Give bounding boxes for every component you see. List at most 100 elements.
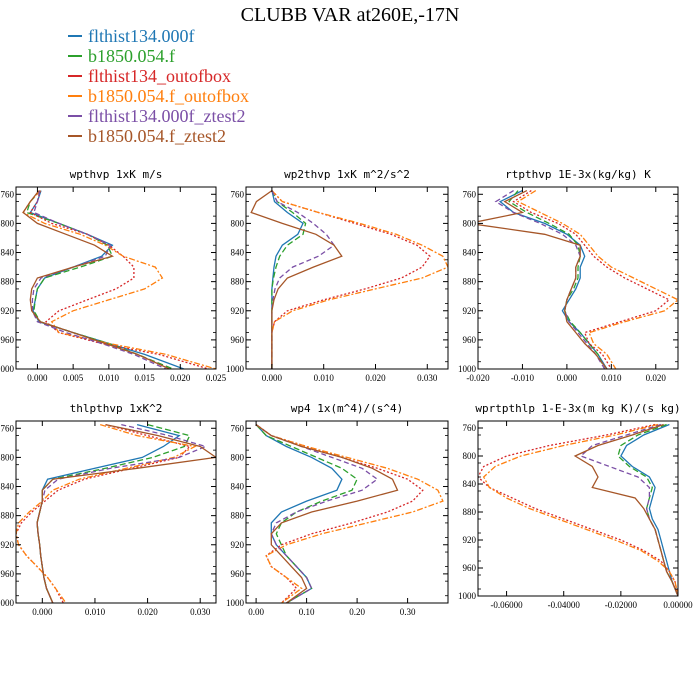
y-tick-label: 920 [1, 306, 15, 316]
chart-panel: wprtpthlp 1-E-3x(m kg K)/(s kg) 760 800 840… [458, 402, 693, 610]
legend-swatch [68, 75, 82, 77]
figure-title: CLUBB VAR at260E,-17N [240, 4, 460, 26]
x-tick-label: 0.010 [314, 373, 335, 383]
plot-frame [245, 420, 449, 604]
y-tick-label: 800 [463, 451, 477, 461]
x-tick-label: 0.030 [190, 607, 211, 617]
x-tick-label: 0.000 [32, 607, 53, 617]
y-tick-label: 960 [231, 569, 245, 579]
y-tick-label: 880 [463, 277, 477, 287]
series-line [620, 423, 678, 596]
series-line [22, 190, 216, 369]
x-tick-label: 0.020 [137, 607, 158, 617]
x-tick-label: 0.000 [27, 373, 48, 383]
x-tick-label: -0.02000 [605, 600, 638, 610]
series-line [16, 423, 197, 603]
y-tick-label: 760 [463, 189, 477, 199]
x-tick-label: 0.030 [417, 373, 438, 383]
y-tick-label: 880 [1, 277, 15, 287]
y-tick-label: 760 [1, 189, 15, 199]
y-tick-label: 920 [463, 535, 477, 545]
x-tick-label: -0.04000 [548, 600, 581, 610]
x-tick-label: 0.30 [400, 607, 416, 617]
y-tick-label: 760 [231, 189, 245, 199]
y-tick-label: 1000 [0, 364, 15, 374]
y-tick-label: 800 [463, 218, 477, 228]
legend-swatch [68, 55, 82, 57]
series-line [255, 424, 343, 603]
chart-panel: wp4 1x(m^4)/(s^4)76080084088092096010000… [226, 402, 449, 617]
y-tick-label: 840 [1, 482, 15, 492]
x-tick-label: 0.10 [299, 607, 315, 617]
series-line [29, 190, 185, 369]
x-tick-label: 0.00 [248, 607, 264, 617]
series-line [255, 424, 379, 603]
legend-label: b1850.054.f_ztest2 [88, 126, 226, 146]
x-tick-label: -0.020 [466, 373, 490, 383]
panel-title: wp2thvp 1xK m^2/s^2 [284, 168, 410, 181]
series-line [250, 190, 343, 369]
x-tick-label: 0.20 [349, 607, 365, 617]
series-line [499, 190, 608, 369]
series-line [255, 424, 424, 603]
y-tick-label: 1000 [458, 591, 477, 601]
x-tick-label: 0.025 [206, 373, 227, 383]
panel-title: rtpthvp 1E-3x(kg/kg) K [505, 168, 651, 181]
y-tick-label: 880 [1, 511, 15, 521]
legend-item: b1850.054.f [68, 46, 249, 66]
plot-frame [15, 420, 217, 604]
series-line [573, 423, 678, 596]
y-tick-label: 1000 [0, 598, 15, 608]
x-tick-label: 0.000 [557, 373, 578, 383]
x-tick-label: -0.06000 [490, 600, 523, 610]
y-tick-label: 760 [463, 423, 477, 433]
y-tick-label: 760 [231, 423, 245, 433]
legend-item: b1850.054.f_outofbox [68, 86, 249, 106]
y-tick-label: 920 [463, 306, 477, 316]
series-line [22, 190, 170, 369]
y-tick-label: 840 [463, 248, 477, 258]
series-line [579, 423, 678, 596]
y-tick-label: 920 [1, 540, 15, 550]
series-line [255, 424, 399, 603]
plot-frame [477, 420, 679, 597]
chart-panel: thlpthvp 1xK^2 760 800 840 880 920 960 1000 0.00… [0, 402, 217, 617]
plot-frame [477, 186, 679, 370]
series-line [36, 423, 181, 603]
y-tick-label: 960 [1, 569, 15, 579]
x-tick-label: 0.020 [646, 373, 667, 383]
panel-title: wprtpthlp 1-E-3x(m kg K)/(s kg) [475, 402, 680, 415]
y-tick-label: 960 [231, 335, 245, 345]
panel-title: thlpthvp 1xK^2 [70, 402, 163, 415]
legend-item: flthist134_outofbox [68, 66, 249, 86]
legend-swatch [68, 135, 82, 137]
series-line [516, 190, 678, 369]
x-tick-label: 0.010 [601, 373, 622, 383]
plot-frame [15, 186, 217, 370]
y-tick-label: 920 [231, 306, 245, 316]
series-line [478, 190, 608, 369]
chart-panel: rtpthvp 1E-3x(kg/kg) K 760 800 840 880 920 960… [458, 168, 679, 383]
x-tick-label: 0.020 [170, 373, 191, 383]
y-tick-label: 960 [1, 335, 15, 345]
y-tick-label: 840 [1, 248, 15, 258]
legend-label: b1850.054.f_outofbox [88, 86, 249, 106]
chart-panel: wp2thvp 1xK m^2/s^2 760 800 840 880 920 960 100… [226, 168, 449, 383]
y-tick-label: 840 [231, 482, 245, 492]
y-tick-label: 1000 [226, 364, 245, 374]
legend-swatch [68, 35, 82, 37]
x-tick-label: 0.020 [365, 373, 386, 383]
x-tick-label: 0.010 [99, 373, 120, 383]
x-tick-label: 0.010 [85, 607, 106, 617]
legend-swatch [68, 115, 82, 117]
y-tick-label: 880 [463, 507, 477, 517]
series-line [482, 423, 678, 596]
legend-swatch [68, 95, 82, 97]
series-line [271, 190, 448, 369]
series-line [478, 423, 678, 596]
x-tick-label: 0.000 [262, 373, 283, 383]
legend-label: flthist134_outofbox [88, 66, 231, 86]
series-line [36, 423, 208, 603]
series-line [255, 424, 358, 603]
